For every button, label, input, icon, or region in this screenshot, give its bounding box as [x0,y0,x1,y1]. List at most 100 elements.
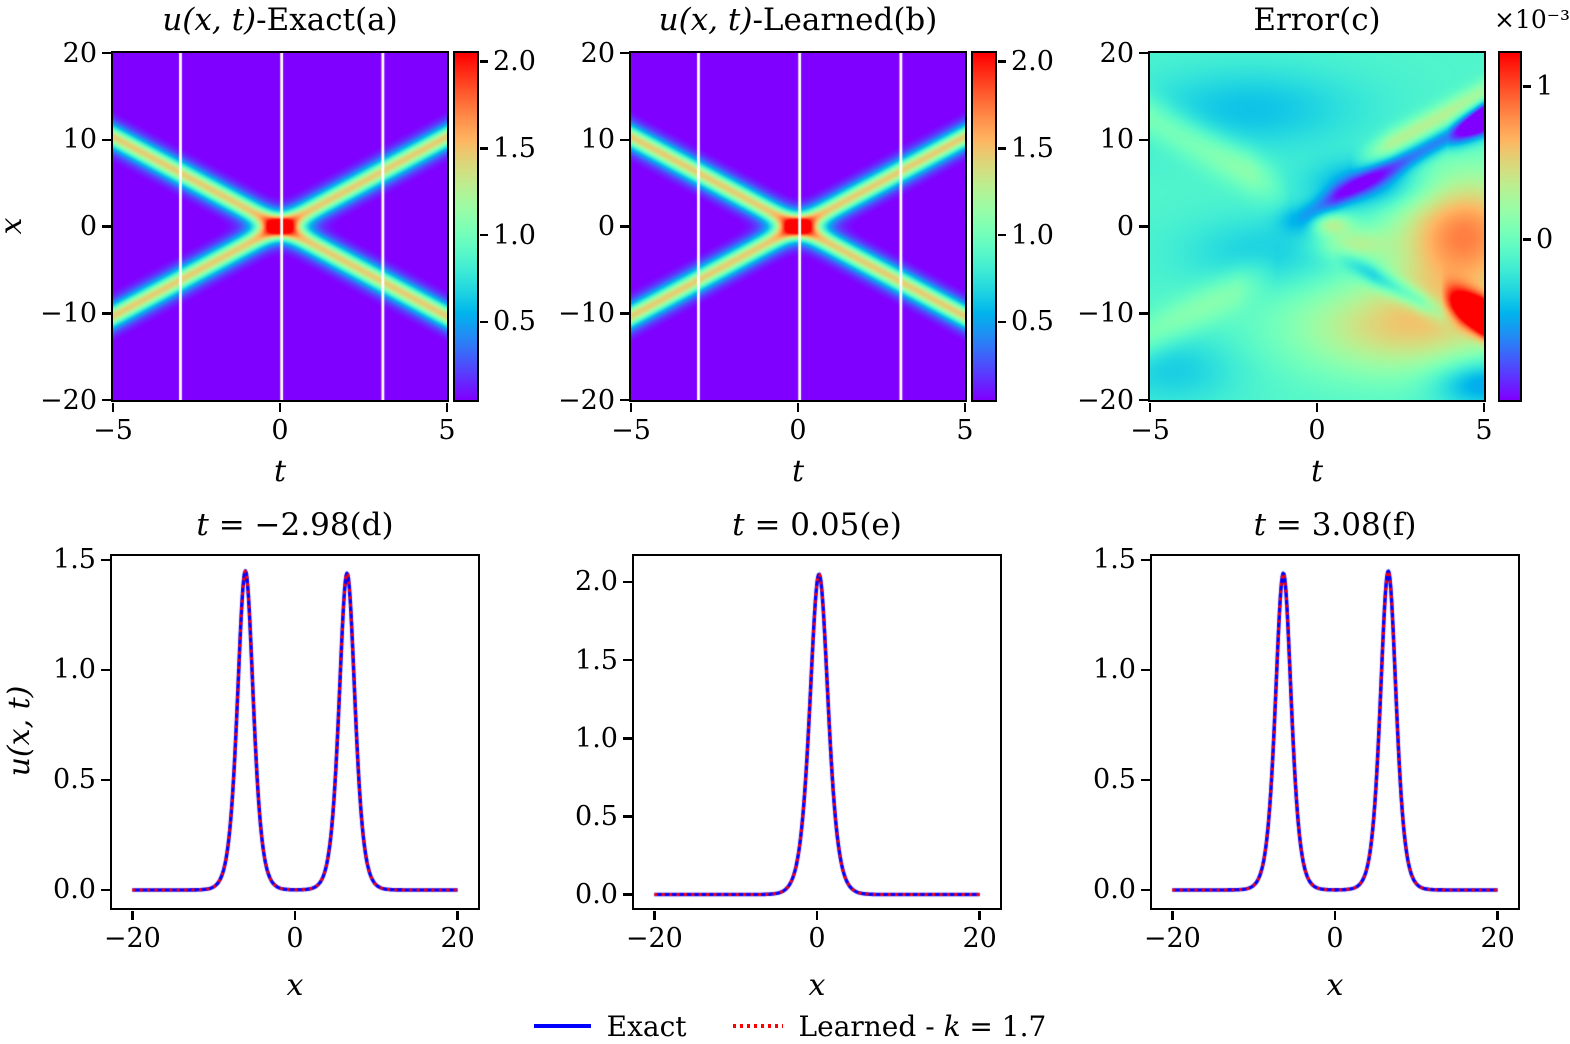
legend: Exact Learned - k = 1.7 [430,1008,1150,1044]
y-tick [1140,888,1150,892]
legend-solid-line-sample [533,1024,591,1028]
x-tick [1315,402,1319,412]
y-tick-label: 0.0 [575,879,618,911]
colorbar-canvas-a [454,52,477,400]
y-tick-label: 0.5 [575,800,618,832]
y-tick-label: −10 [558,297,615,329]
title-part: u(x, t) [162,2,257,38]
x-tick-label: 20 [962,923,997,954]
legend-label-part: k [943,1009,961,1043]
legend-item-exact: Exact [533,1010,687,1043]
x-tick [111,402,115,412]
x-tick-label: 0 [789,415,807,446]
x-tick-label: 5 [1475,415,1493,446]
x-tick-label: −20 [103,923,161,954]
title-part: u(x, t) [658,2,753,38]
y-tick-label: 0.0 [53,874,96,906]
panel-a-title: u(x, t)-Exact(a) [0,2,590,38]
legend-item-learned: Learned - k = 1.7 [732,1010,1047,1043]
x-tick-label: −20 [625,923,683,954]
colorbar-tick [997,60,1006,63]
y-tick-label: 10 [62,124,97,156]
colorbar-c [1497,50,1522,402]
y-tick [101,51,111,55]
panel-e-canvas [633,555,1000,908]
x-tick-label: 5 [438,415,456,446]
colorbar-tick-label: 0.5 [1011,306,1054,338]
y-tick-label: −20 [558,384,615,416]
colorbar-tick-label: 1.0 [493,219,536,251]
x-tick [796,402,800,412]
panel-e-axes [631,553,1002,910]
x-tick-label: −5 [1130,415,1170,446]
title-part: = 3.08(f) [1266,507,1417,543]
y-tick-label: 2.0 [575,566,618,598]
title-part: -Exact(a) [256,2,398,38]
colorbar-canvas-c [1499,52,1520,400]
colorbar-canvas-b [972,52,995,400]
y-tick-label: 10 [580,124,615,156]
x-tick [1482,402,1486,412]
panel-d-title: t = −2.98(d) [0,507,605,543]
x-tick-label: 20 [1480,923,1515,954]
colorbar-b [970,50,997,402]
colorbar-tick-label: 1.5 [493,132,536,164]
panel-a-canvas [112,52,447,400]
x-tick [963,402,967,412]
panel-c-canvas [1149,52,1484,400]
x-tick [131,910,134,920]
colorbar-a [452,50,479,402]
colorbar-tick-label: 1 [1536,71,1554,103]
y-tick-label: 10 [1099,124,1134,156]
x-tick-label: −5 [93,415,133,446]
title-part: Error(c) [1253,2,1381,38]
title-part: = 0.05(e) [744,507,902,543]
y-tick-label: 1.5 [575,644,618,676]
legend-label: Learned - k = 1.7 [799,1010,1047,1043]
y-tick [1138,398,1148,402]
colorbar-tick [1522,238,1531,241]
panel-b-axes [628,50,967,402]
y-tick-label: 20 [62,37,97,69]
colorbar-tick [1522,85,1531,88]
colorbar-tick-label: 1.0 [1011,219,1054,251]
y-tick [100,778,110,782]
panel-b-canvas [630,52,965,400]
colorbar-tick-label: 0 [1536,223,1554,255]
y-tick [1140,558,1150,562]
y-tick-label: −20 [40,384,97,416]
panel-f-canvas [1151,555,1518,908]
colorbar-tick [479,60,488,63]
colorbar-tick-label: 1.5 [1011,132,1054,164]
legend-label-part: = 1.7 [960,1009,1047,1043]
x-tick [1496,910,1499,920]
y-tick [100,558,110,562]
y-tick-label: 1.5 [1093,544,1136,576]
panel-e-title: t = 0.05(e) [507,507,1127,543]
y-tick [622,658,632,662]
colorbar-tick-label: 2.0 [493,46,536,78]
x-tick [278,402,282,412]
y-tick [619,398,629,402]
x-tick [978,910,981,920]
y-tick [1138,225,1148,228]
x-tick [629,402,633,412]
y-tick [622,737,632,740]
y-tick [622,815,632,818]
panel-a-axes [110,50,449,402]
colorbar-tick-label: 0.5 [493,306,536,338]
title-part: t [732,507,745,543]
y-tick-label: 1.5 [53,544,96,576]
y-tick-label: −20 [1077,384,1134,416]
title-part: -Learned(b) [752,2,938,38]
x-tick [653,910,656,920]
y-tick [101,312,111,315]
xlabel-panel-e: x [808,968,826,1003]
x-tick-label: 0 [286,923,304,954]
xlabel-panel-f: x [1326,968,1344,1003]
x-tick-label: 0 [808,923,826,954]
y-tick [619,138,629,141]
panel-c-title: Error(c) [1007,2,1570,38]
colorbar-tick [997,320,1006,324]
